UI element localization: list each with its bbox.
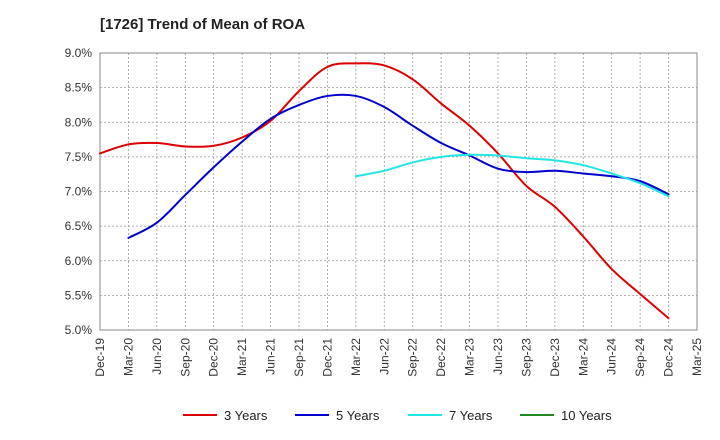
x-tick-label: Sep-24 bbox=[633, 338, 647, 377]
chart-title: [1726] Trend of Mean of ROA bbox=[100, 16, 305, 33]
y-tick-label: 8.0% bbox=[65, 115, 93, 129]
x-tick-label: Mar-20 bbox=[121, 338, 135, 376]
series-line-3-years bbox=[99, 62, 670, 320]
legend-label-3-years: 3 Years bbox=[224, 408, 268, 423]
x-tick-label: Mar-25 bbox=[690, 338, 704, 376]
y-tick-label: 7.0% bbox=[65, 185, 93, 199]
x-tick-label: Dec-19 bbox=[93, 338, 107, 377]
plot-frame bbox=[99, 52, 698, 331]
x-tick-label: Dec-22 bbox=[434, 338, 448, 377]
x-tick-label: Sep-23 bbox=[519, 338, 533, 377]
series-line-7-years bbox=[354, 153, 670, 198]
x-tick-label: Mar-23 bbox=[463, 338, 477, 376]
x-tick-label: Sep-21 bbox=[292, 338, 306, 377]
x-tick-label: Jun-24 bbox=[605, 338, 619, 375]
y-tick-label: 6.5% bbox=[65, 219, 93, 233]
legend-label-10-years: 10 Years bbox=[561, 408, 612, 423]
x-tick-label: Jun-23 bbox=[491, 338, 505, 375]
y-tick-label: 5.0% bbox=[65, 323, 93, 337]
x-tick-label: Jun-20 bbox=[150, 338, 164, 375]
y-tick-label: 8.5% bbox=[65, 81, 93, 95]
y-tick-label: 5.5% bbox=[65, 288, 93, 302]
x-tick-label: Mar-21 bbox=[235, 338, 249, 376]
x-axis-ticks: Dec-19 Mar-20 Jun-20 Sep-20 Dec-20 Mar-21 Jun-… bbox=[93, 338, 704, 377]
x-tick-label: Dec-23 bbox=[548, 338, 562, 377]
x-tick-label: Dec-20 bbox=[207, 338, 221, 377]
x-tick-label: Sep-22 bbox=[406, 338, 420, 377]
x-tick-label: Sep-20 bbox=[178, 338, 192, 377]
x-tick-label: Jun-21 bbox=[264, 338, 278, 375]
legend: 3 Years 5 Years 7 Years 10 Years bbox=[183, 408, 612, 423]
y-tick-label: 9.0% bbox=[65, 46, 93, 60]
x-tick-label: Mar-24 bbox=[576, 338, 590, 376]
y-tick-label: 6.0% bbox=[65, 254, 93, 268]
y-axis-ticks: 5.0% 5.5% 6.0% 6.5% 7.0% 7.5% 8.0% 8.5% 9.0% bbox=[65, 46, 93, 337]
x-tick-label: Mar-22 bbox=[349, 338, 363, 376]
y-tick-label: 7.5% bbox=[65, 150, 93, 164]
x-tick-label: Dec-21 bbox=[320, 338, 334, 377]
series-line-5-years bbox=[127, 93, 670, 239]
legend-label-5-years: 5 Years bbox=[336, 408, 380, 423]
legend-label-7-years: 7 Years bbox=[449, 408, 493, 423]
x-tick-label: Dec-24 bbox=[662, 338, 676, 377]
x-tick-label: Jun-22 bbox=[377, 338, 391, 375]
series-lines bbox=[99, 62, 670, 320]
